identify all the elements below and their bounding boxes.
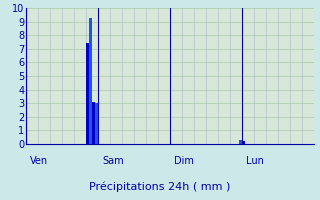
Text: Ven: Ven [30, 156, 48, 166]
Text: Dim: Dim [174, 156, 194, 166]
Bar [86, 43, 89, 144]
Bar [95, 103, 98, 144]
Text: Lun: Lun [246, 156, 264, 166]
Text: Précipitations 24h ( mm ): Précipitations 24h ( mm ) [89, 182, 231, 192]
Bar [242, 141, 244, 144]
Bar [92, 102, 95, 144]
Text: Sam: Sam [102, 156, 124, 166]
Bar [239, 140, 242, 144]
Bar [89, 18, 92, 144]
